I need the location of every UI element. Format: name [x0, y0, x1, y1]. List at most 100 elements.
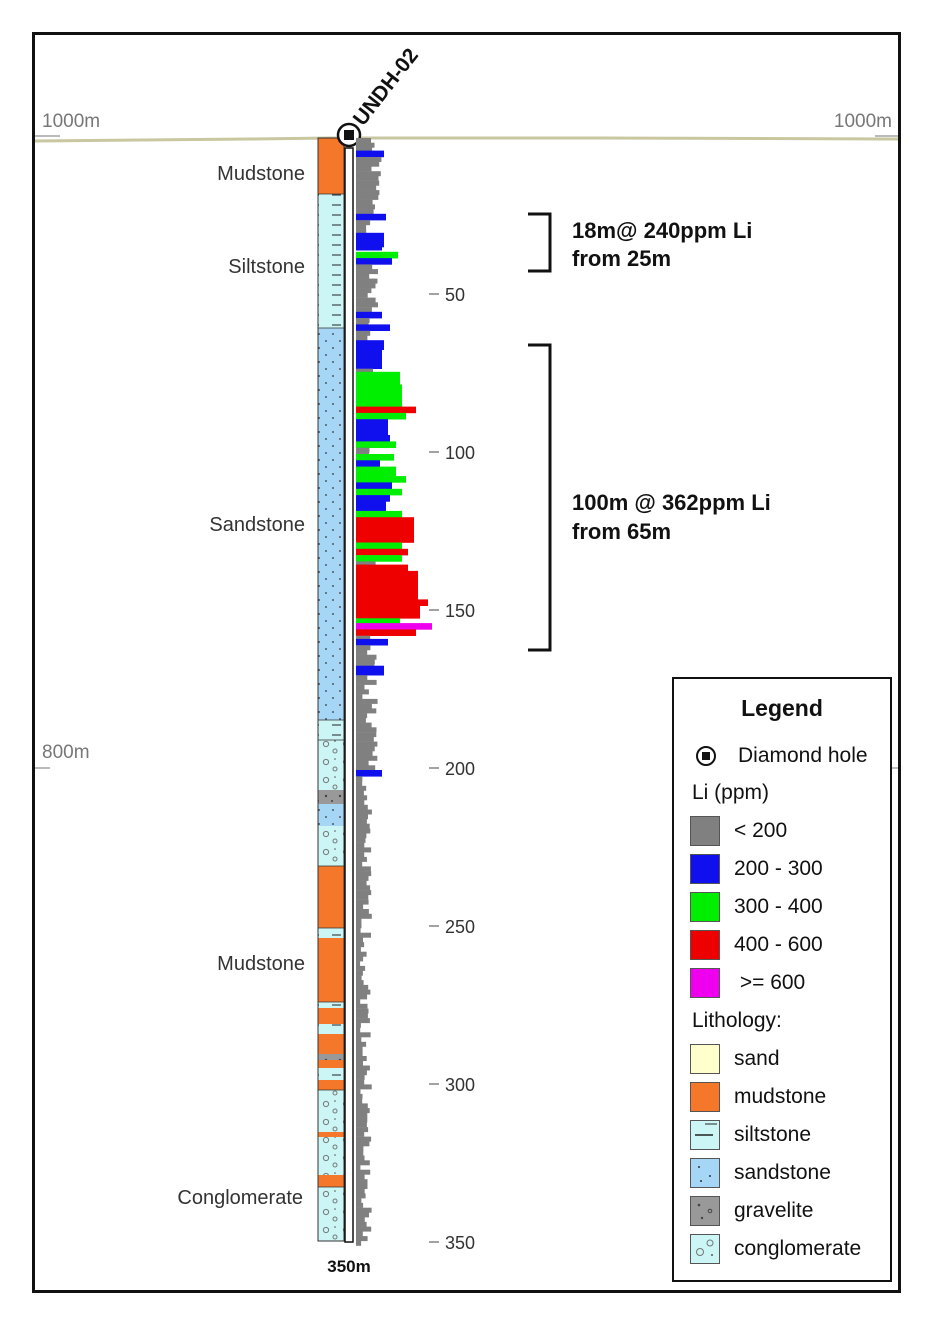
- legend-li-lt200: < 200: [690, 815, 787, 847]
- li-assay-bar: [356, 842, 365, 848]
- depth-tick-label: 100: [445, 443, 475, 463]
- li-assay-bar: [356, 654, 377, 660]
- li-assay-bar: [356, 856, 367, 862]
- depth-tick-label: 150: [445, 601, 475, 621]
- li-assay-bar: [356, 1037, 362, 1042]
- li-assay-bar: [356, 1169, 371, 1175]
- li-assay-bar: [356, 1041, 367, 1047]
- li-assay-bar: [356, 649, 368, 655]
- li-assay-bar: [356, 288, 372, 294]
- li-assay-bar: [356, 190, 380, 196]
- li-assay-bar: [356, 561, 376, 567]
- li-assay-bar: [356, 899, 369, 905]
- legend-lithology-heading: Lithology:: [692, 1009, 782, 1032]
- li-assay-bar: [356, 482, 392, 489]
- li-assay-bar: [356, 994, 368, 1000]
- li-assay-bar: [356, 1065, 370, 1071]
- li-assay-bar: [356, 1117, 368, 1123]
- ground-surface: [34, 136, 899, 143]
- li-assay-bar: [356, 970, 363, 976]
- li-assay-bar: [356, 501, 386, 512]
- li-assay-bar: [356, 746, 375, 752]
- li-assay-bar: [356, 727, 377, 733]
- legend-lith-mudstone: mudstone: [690, 1081, 826, 1113]
- legend-label: siltstone: [734, 1123, 812, 1146]
- li-assay-bar: [356, 819, 367, 824]
- li-assay-bar: [356, 741, 378, 747]
- li-assay-bar: [356, 1150, 364, 1156]
- legend-title: Legend: [741, 695, 823, 721]
- li-assay-bar: [356, 175, 379, 181]
- li-assay-bar: [356, 368, 373, 374]
- li-assay-bar: [356, 1198, 362, 1204]
- li-assay-bar: [356, 828, 371, 834]
- li-assay-bar: [356, 928, 361, 933]
- elevation-label-mid-left: 800m: [42, 742, 90, 763]
- li-assay-bar: [356, 1089, 361, 1095]
- intercept-bracket-upper: [528, 212, 552, 273]
- legend-lith-sandstone: sandstone: [690, 1157, 831, 1189]
- li-assay-bar: [356, 1193, 366, 1199]
- li-assay-bar: [356, 258, 392, 265]
- li-assay-bar: [356, 570, 418, 600]
- li-assay-bar: [356, 703, 372, 709]
- legend-label: gravelite: [734, 1199, 814, 1222]
- li-assay-bar: [356, 138, 371, 143]
- li-assay-bar: [356, 1141, 370, 1147]
- elevation-label-top-left: 1000m: [42, 111, 100, 132]
- li-assay-bar: [356, 776, 363, 782]
- li-assay-bar: [356, 1108, 370, 1114]
- li-assay-bar: [356, 454, 394, 461]
- li-assay-bar: [356, 790, 364, 796]
- li-assay-bar: [356, 623, 432, 630]
- li-assay-histogram: [356, 138, 432, 1246]
- li-assay-bar: [356, 1207, 372, 1213]
- li-assay-bar: [356, 833, 367, 839]
- li-assay-bar: [356, 814, 368, 820]
- depth-tick-label: 50: [445, 285, 465, 305]
- li-assay-bar: [356, 984, 369, 990]
- li-assay-bar: [356, 894, 369, 900]
- swatch-sandstone: [690, 1158, 720, 1188]
- li-assay-bar: [356, 1032, 371, 1038]
- li-assay-bar: [356, 1084, 372, 1090]
- li-assay-bar: [356, 679, 377, 685]
- legend-label: 400 - 600: [734, 933, 823, 956]
- li-assay-bar: [356, 665, 384, 676]
- li-assay-bar: [356, 781, 363, 787]
- li-assay-bar: [356, 923, 362, 929]
- li-assay-bar: [356, 1188, 365, 1194]
- li-assay-bar: [356, 904, 364, 910]
- legend-label: mudstone: [734, 1085, 827, 1108]
- unit-label-conglomerate: Conglomerate: [177, 1187, 303, 1209]
- swatch-li-400-600: [690, 930, 720, 960]
- intercept-lower-line2: from 65m: [572, 519, 671, 544]
- li-assay-bar: [356, 1160, 370, 1166]
- li-assay-bar: [356, 694, 363, 700]
- li-assay-bar: [356, 307, 372, 313]
- li-assay-bar: [356, 232, 384, 248]
- li-assay-bar: [356, 765, 376, 771]
- li-assay-bar: [356, 229, 367, 235]
- legend-li-gte600: >= 600: [690, 967, 805, 999]
- li-assay-bar: [356, 659, 375, 665]
- li-assay-bar: [356, 157, 382, 162]
- swatch-li-lt200: [690, 816, 720, 846]
- diamond-hole-icon: [696, 746, 716, 766]
- li-assay-bar: [356, 269, 378, 275]
- li-assay-bar: [356, 1136, 372, 1142]
- hole-trace: [344, 147, 354, 1243]
- diamond-hole-collar-core: [344, 130, 354, 140]
- li-assay-bar: [356, 142, 375, 148]
- legend-lith-sand: sand: [690, 1043, 780, 1075]
- li-assay-bar: [356, 785, 367, 791]
- li-assay-bar: [356, 751, 373, 756]
- li-assay-bar: [356, 1018, 370, 1024]
- li-assay-bar: [356, 880, 367, 886]
- legend-li-400-600: 400 - 600: [690, 929, 823, 961]
- li-assay-bar: [356, 1051, 363, 1057]
- li-assay-bar: [356, 495, 390, 502]
- intercept-upper-line2: from 25m: [572, 246, 671, 271]
- li-assay-bar: [356, 999, 361, 1005]
- li-assay-bar: [356, 1008, 369, 1014]
